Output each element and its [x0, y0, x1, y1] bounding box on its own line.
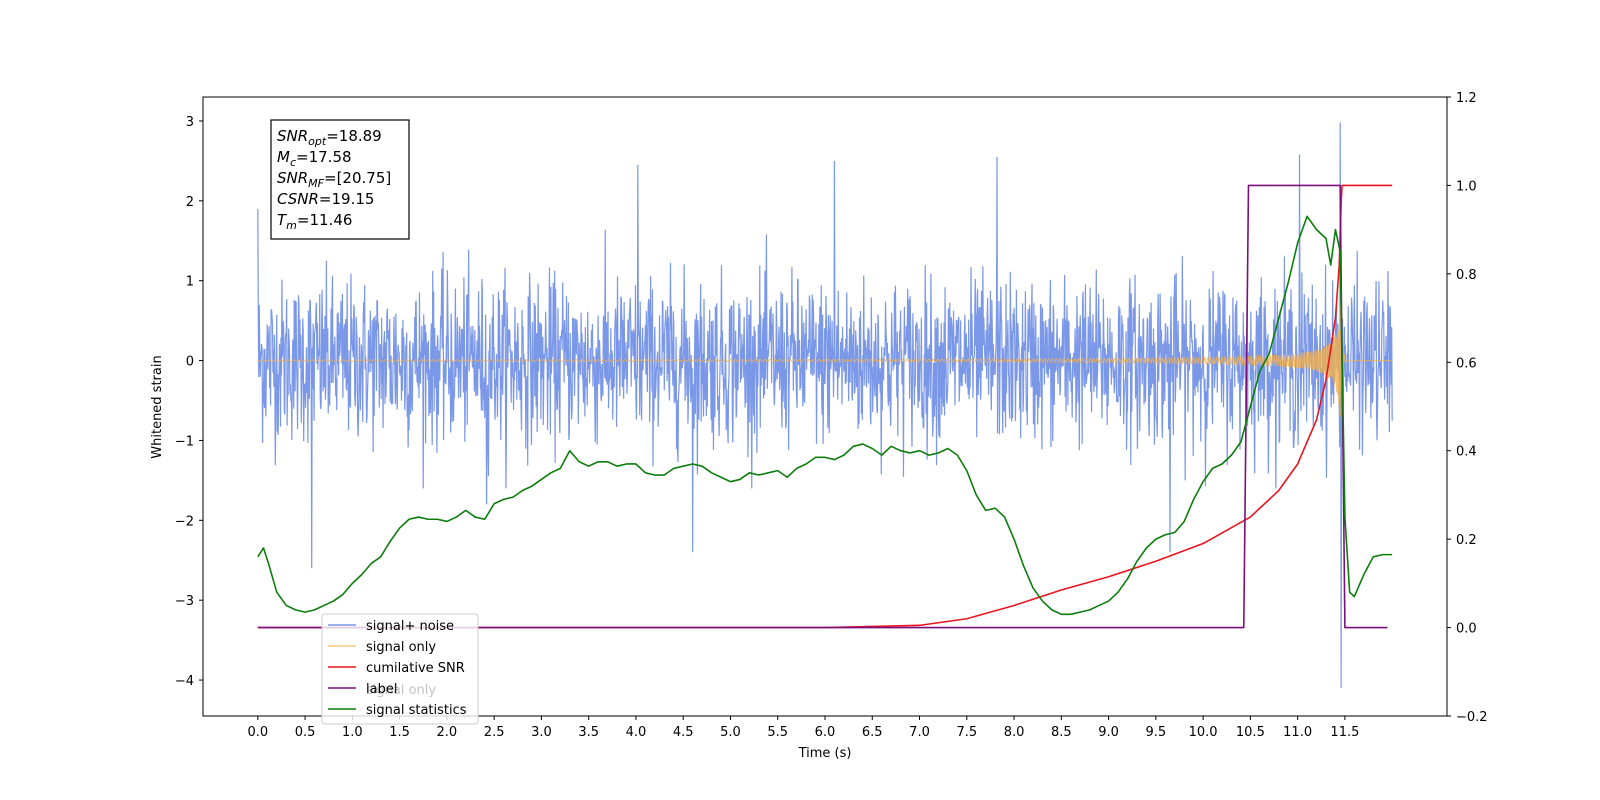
x-tick-label: 7.5	[956, 725, 977, 740]
x-tick-label: 10.0	[1189, 725, 1218, 740]
legend: signal only signal+ noise signal only cumil…	[321, 613, 479, 725]
legend-label: signal only	[366, 640, 436, 655]
y2-tick-label: −0.2	[1456, 710, 1488, 725]
legend-frame	[321, 613, 479, 725]
x-tick-label: 11.0	[1283, 725, 1312, 740]
x-tick-label: 4.5	[673, 725, 694, 740]
x-tick-label: 6.5	[862, 725, 883, 740]
annotation-frame	[270, 119, 410, 240]
y2-tick-label: 1.2	[1456, 91, 1477, 106]
x-tick-label: 3.5	[578, 725, 599, 740]
annotation-box: SNRopt=18.89Mc=17.58SNRMF=[20.75]CSNR=19…	[270, 119, 410, 240]
y-tick-label: 0	[186, 355, 194, 370]
annotation-line: CSNR=19.15	[277, 190, 374, 208]
y2-tick-label: 0.8	[1456, 268, 1477, 283]
legend-label: signal statistics	[366, 703, 467, 718]
x-tick-label: 9.0	[1098, 725, 1119, 740]
y-axis-label: Whitened strain	[150, 355, 165, 458]
annotation-line: Mc=17.58	[277, 148, 352, 169]
annotation-line: SNRopt=18.89	[277, 127, 382, 148]
x-tick-label: 10.5	[1236, 725, 1265, 740]
x-tick-label: 3.0	[531, 725, 552, 740]
legend-hidden-entry: signal only	[366, 683, 436, 698]
legend-label: label	[366, 682, 397, 697]
y-tick-label: −2	[175, 514, 194, 529]
series-signal-statistics	[257, 215, 1393, 616]
x-axis-label: Time (s)	[798, 746, 852, 761]
series-signal-noise	[257, 122, 1393, 689]
x-tick-label: 5.5	[767, 725, 788, 740]
y-tick-label: −3	[175, 594, 194, 609]
series-signal-only	[257, 280, 1393, 417]
series-label	[257, 184, 1388, 629]
x-tick-label: 11.5	[1330, 725, 1359, 740]
x-tick-label: 0.0	[247, 725, 268, 740]
annotation-line: Tm=11.46	[277, 211, 352, 232]
x-tick-label: 4.0	[626, 725, 647, 740]
y-axis-right: 1.2 1.0 0.8 0.6 0.4 0.2 0.0 −0.2	[1447, 91, 1488, 725]
series-layer	[257, 122, 1393, 689]
x-tick-label: 9.5	[1146, 725, 1167, 740]
y-tick-label: 2	[186, 195, 194, 210]
x-tick-label: 6.0	[815, 725, 836, 740]
x-tick-label: 0.5	[295, 725, 316, 740]
y2-tick-label: 0.6	[1456, 356, 1477, 371]
y2-tick-label: 0.4	[1456, 445, 1477, 460]
legend-label: cumilative SNR	[366, 661, 465, 676]
y-tick-label: −1	[175, 434, 194, 449]
x-tick-label: 1.0	[342, 725, 363, 740]
y-tick-label: 1	[186, 275, 194, 290]
x-tick-label: 8.5	[1051, 725, 1072, 740]
x-axis: 0.0 0.5 1.0 1.5 2.0 2.5 3.0 3.5 4.0 4.5 5.0 5.5 6.0 6…	[247, 716, 1359, 740]
y-tick-label: −4	[175, 674, 194, 689]
y-axis-left: 3 2 1 0 −1 −2 −3 −4	[175, 115, 203, 689]
legend-label: signal+ noise	[366, 619, 454, 634]
y2-tick-label: 0.2	[1456, 533, 1477, 548]
x-tick-label: 7.0	[909, 725, 930, 740]
x-tick-label: 5.0	[720, 725, 741, 740]
y-tick-label: 3	[186, 115, 194, 130]
series-cumulative-snr	[257, 184, 1393, 629]
annotation-line: SNRMF=[20.75]	[277, 169, 391, 190]
x-tick-label: 2.0	[437, 725, 458, 740]
x-tick-label: 2.5	[484, 725, 505, 740]
x-tick-label: 8.0	[1004, 725, 1025, 740]
y2-tick-label: 1.0	[1456, 179, 1477, 194]
x-tick-label: 1.5	[389, 725, 410, 740]
y2-tick-label: 0.0	[1456, 622, 1477, 637]
